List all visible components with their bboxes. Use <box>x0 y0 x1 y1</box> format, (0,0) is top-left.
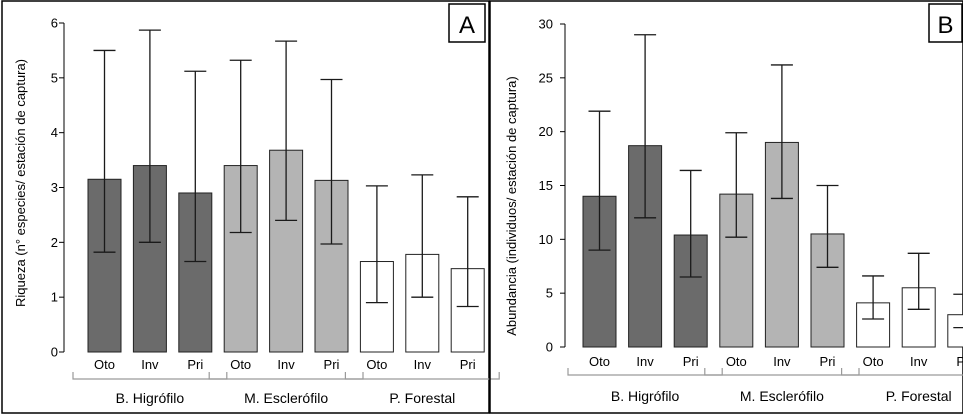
y-tick-label: 10 <box>539 232 553 247</box>
x-tick-label: Inv <box>910 354 928 369</box>
y-tick-label: 2 <box>51 235 58 250</box>
x-tick-label: Inv <box>277 357 295 372</box>
panel-frame <box>1 0 490 414</box>
x-tick-label: Oto <box>589 354 610 369</box>
y-tick-label: 0 <box>51 345 58 360</box>
group-bracket <box>208 372 364 380</box>
y-tick-label: 3 <box>51 180 58 195</box>
group-label: M. Esclerófilo <box>740 388 824 404</box>
panel-frame <box>489 0 963 414</box>
bar <box>132 165 167 353</box>
panel-letter: A <box>459 12 475 39</box>
x-tick-label: Pri <box>683 354 699 369</box>
y-tick-label: 5 <box>51 70 58 85</box>
group-bracket <box>704 368 860 376</box>
x-tick-label: Inv <box>773 354 791 369</box>
group-bracket <box>72 372 228 380</box>
group-label: P. Forestal <box>886 388 952 404</box>
x-tick-label: Oto <box>366 357 387 372</box>
y-tick-label: 6 <box>51 16 58 31</box>
chart-panel-a: 0 1 2 3 4 5 6 Riqueza (n° especies/ estación de… <box>1 0 500 414</box>
panel-letter-box <box>448 3 486 43</box>
x-tick-label: Oto <box>94 357 115 372</box>
y-tick-label: 15 <box>539 178 553 193</box>
y-tick-label: 1 <box>51 290 58 305</box>
x-tick-label: Inv <box>414 357 432 372</box>
group-label: B. Higrófilo <box>116 390 185 406</box>
group-bracket <box>344 372 500 380</box>
group-bracket <box>841 368 963 376</box>
chart-panel-b: 0 5 10 15 20 25 30 Abundancia (individuos/ esta… <box>489 0 963 414</box>
x-tick-label: Pri <box>460 357 476 372</box>
group-label: P. Forestal <box>389 390 455 406</box>
panel-letter: B <box>937 12 953 39</box>
x-tick-label: Oto <box>863 354 884 369</box>
bar <box>947 314 963 348</box>
y-tick-label: 25 <box>539 70 553 85</box>
y-axis-label: Riqueza (n° especies/ estación de captur… <box>13 59 28 307</box>
y-tick-label: 20 <box>539 124 553 139</box>
x-tick-label: Pri <box>187 357 203 372</box>
x-tick-label: Oto <box>230 357 251 372</box>
y-axis-label: Abundancia (individuos/ estación de capt… <box>504 76 519 335</box>
y-tick-label: 0 <box>546 340 553 355</box>
panel-letter-box <box>928 3 963 43</box>
group-label: M. Esclerófilo <box>244 390 328 406</box>
x-tick-label: Inv <box>141 357 159 372</box>
x-tick-label: Oto <box>726 354 747 369</box>
x-tick-label: Pri <box>324 357 340 372</box>
x-tick-label: Pri <box>956 354 963 369</box>
y-tick-label: 4 <box>51 125 58 140</box>
y-tick-label: 30 <box>539 17 553 32</box>
group-label: B. Higrófilo <box>611 388 680 404</box>
bar <box>901 287 936 348</box>
x-tick-label: Inv <box>636 354 654 369</box>
group-bracket <box>567 368 723 376</box>
x-tick-label: Pri <box>820 354 836 369</box>
y-tick-label: 5 <box>546 286 553 301</box>
